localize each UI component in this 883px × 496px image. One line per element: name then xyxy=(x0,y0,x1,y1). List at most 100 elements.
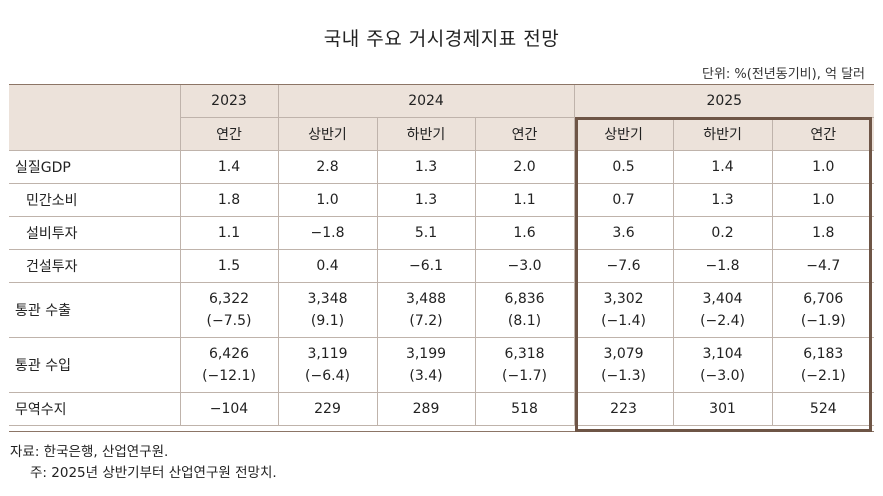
cell-value: 6,836 xyxy=(504,291,545,307)
cell-value: 6,322 xyxy=(208,291,250,307)
table-cell: 1.1 xyxy=(475,183,575,217)
cell-value: 3,488 xyxy=(405,291,447,307)
table-cell: 6,706 (−1.9) xyxy=(772,282,875,338)
cell-growth: (8.1) xyxy=(507,313,542,329)
table-cell: −7.6 xyxy=(574,249,674,283)
table-cell: 3,119 (−6.4) xyxy=(278,337,378,393)
cell-value: 3,079 xyxy=(603,346,644,362)
period-header: 상반기 xyxy=(278,117,378,151)
row-label: 민간소비 xyxy=(9,183,181,217)
cell-growth: (3.4) xyxy=(409,368,443,384)
row-label: 실질GDP xyxy=(9,150,181,184)
table-cell: 3,079 (−1.3) xyxy=(574,337,674,393)
table-cell: 1.8 xyxy=(772,216,875,250)
cell-value: 3,104 xyxy=(702,346,743,362)
table-cell: 2.8 xyxy=(278,150,378,184)
table-cell: 3,348 (9.1) xyxy=(278,282,378,338)
corner-cell xyxy=(9,85,181,151)
cell-growth: (−12.1) xyxy=(202,368,256,384)
table-cell: 3,488 (7.2) xyxy=(377,282,476,338)
table-cell: 0.7 xyxy=(574,183,674,217)
page-title: 국내 주요 거시경제지표 전망 xyxy=(323,28,560,50)
table-cell: 1.5 xyxy=(180,249,279,283)
cell-growth: (−7.5) xyxy=(206,313,252,329)
table-row-trade-balance: 무역수지 −104 229 289 518 223 301 524 xyxy=(9,392,875,426)
unit-note: 단위: %(전년동기비), 억 달러 xyxy=(701,67,865,82)
table-cell: 223 xyxy=(574,392,674,426)
table-cell: 3,404 (−2.4) xyxy=(673,282,773,338)
table-cell: 524 xyxy=(772,392,875,426)
period-header: 하반기 xyxy=(673,117,773,151)
table-row-exports: 통관 수출 6,322 (−7.5) 3,348 (9.1) 3,488 (7.2) … xyxy=(9,282,875,338)
cell-growth: (−1.9) xyxy=(800,313,846,329)
row-label: 설비투자 xyxy=(9,216,181,250)
table-cell: 1.4 xyxy=(673,150,773,184)
period-header-row: 연간 상반기 하반기 연간 상반기 하반기 연간 xyxy=(9,117,875,151)
table-cell: 6,318 (−1.7) xyxy=(475,337,575,393)
period-header: 연간 xyxy=(475,117,575,151)
table-cell: 1.8 xyxy=(180,183,279,217)
year-header-row: 2023 2024 2025 xyxy=(9,85,875,151)
table-bottom-rule xyxy=(9,431,874,432)
table-cell: 0.4 xyxy=(278,249,378,283)
cell-growth: (9.1) xyxy=(310,313,345,329)
cell-growth: (−2.1) xyxy=(800,368,846,384)
table-row-consumption: 민간소비 1.8 1.0 1.3 1.1 0.7 1.3 1.0 xyxy=(9,183,875,217)
cell-value: 6,318 xyxy=(504,346,545,362)
year-2023: 2023 xyxy=(180,85,279,118)
period-header: 연간 xyxy=(772,117,875,151)
row-label: 건설투자 xyxy=(9,249,181,283)
table-cell: −4.7 xyxy=(772,249,875,283)
table-cell: 1.3 xyxy=(377,150,476,184)
table-cell: 3,199 (3.4) xyxy=(377,337,476,393)
cell-value: 3,199 xyxy=(405,346,447,362)
table-cell: 1.0 xyxy=(772,183,875,217)
source-note: 자료: 한국은행, 산업연구원. xyxy=(10,444,169,460)
table-row-construction-investment: 건설투자 1.5 0.4 −6.1 −3.0 −7.6 −1.8 −4.7 xyxy=(9,249,875,283)
table-cell: 3.6 xyxy=(574,216,674,250)
cell-growth: (−6.4) xyxy=(305,368,350,384)
table-row-imports: 통관 수입 6,426 (−12.1) 3,119 (−6.4) 3,199 (3.4… xyxy=(9,337,875,393)
table-cell: −6.1 xyxy=(377,249,476,283)
table-cell: −1.8 xyxy=(278,216,378,250)
cell-growth: (−3.0) xyxy=(700,368,745,384)
table-cell: −104 xyxy=(180,392,279,426)
table-cell: 0.2 xyxy=(673,216,773,250)
cell-growth: (7.2) xyxy=(409,313,443,329)
table-cell: 6,836 (8.1) xyxy=(475,282,575,338)
cell-value: 6,183 xyxy=(803,346,844,362)
cell-value: 3,404 xyxy=(702,291,743,307)
table-row-equipment-investment: 설비투자 1.1 −1.8 5.1 1.6 3.6 0.2 1.8 xyxy=(9,216,875,250)
cell-value: 6,426 xyxy=(208,346,250,362)
cell-growth: (−1.3) xyxy=(601,368,646,384)
table-cell: 1.6 xyxy=(475,216,575,250)
table-cell: 5.1 xyxy=(377,216,476,250)
table-cell: 518 xyxy=(475,392,575,426)
table-cell: 1.0 xyxy=(278,183,378,217)
cell-growth: (−1.7) xyxy=(502,368,547,384)
row-label: 통관 수입 xyxy=(9,337,181,393)
table-cell: −3.0 xyxy=(475,249,575,283)
year-2025: 2025 xyxy=(574,85,875,118)
cell-value: 3,119 xyxy=(307,346,348,362)
table-cell: 0.5 xyxy=(574,150,674,184)
table-cell: 1.1 xyxy=(180,216,279,250)
table-cell: 1.0 xyxy=(772,150,875,184)
cell-growth: (−1.4) xyxy=(601,313,646,329)
table-cell: 301 xyxy=(673,392,773,426)
period-header: 하반기 xyxy=(377,117,476,151)
table-cell: 1.3 xyxy=(673,183,773,217)
cell-value: 3,302 xyxy=(603,291,644,307)
footnote: 주: 2025년 상반기부터 산업연구원 전망치. xyxy=(30,465,277,481)
table-cell: 2.0 xyxy=(475,150,575,184)
table-cell: 6,183 (−2.1) xyxy=(772,337,875,393)
period-header: 연간 xyxy=(180,117,279,151)
period-header: 상반기 xyxy=(574,117,674,151)
row-label: 통관 수출 xyxy=(9,282,181,338)
row-label: 무역수지 xyxy=(9,392,181,426)
table-cell: 3,302 (−1.4) xyxy=(574,282,674,338)
year-2024: 2024 xyxy=(278,85,575,118)
table-row-gdp: 실질GDP 1.4 2.8 1.3 2.0 0.5 1.4 1.0 xyxy=(9,150,875,184)
table-cell: 1.3 xyxy=(377,183,476,217)
cell-value: 6,706 xyxy=(803,291,844,307)
